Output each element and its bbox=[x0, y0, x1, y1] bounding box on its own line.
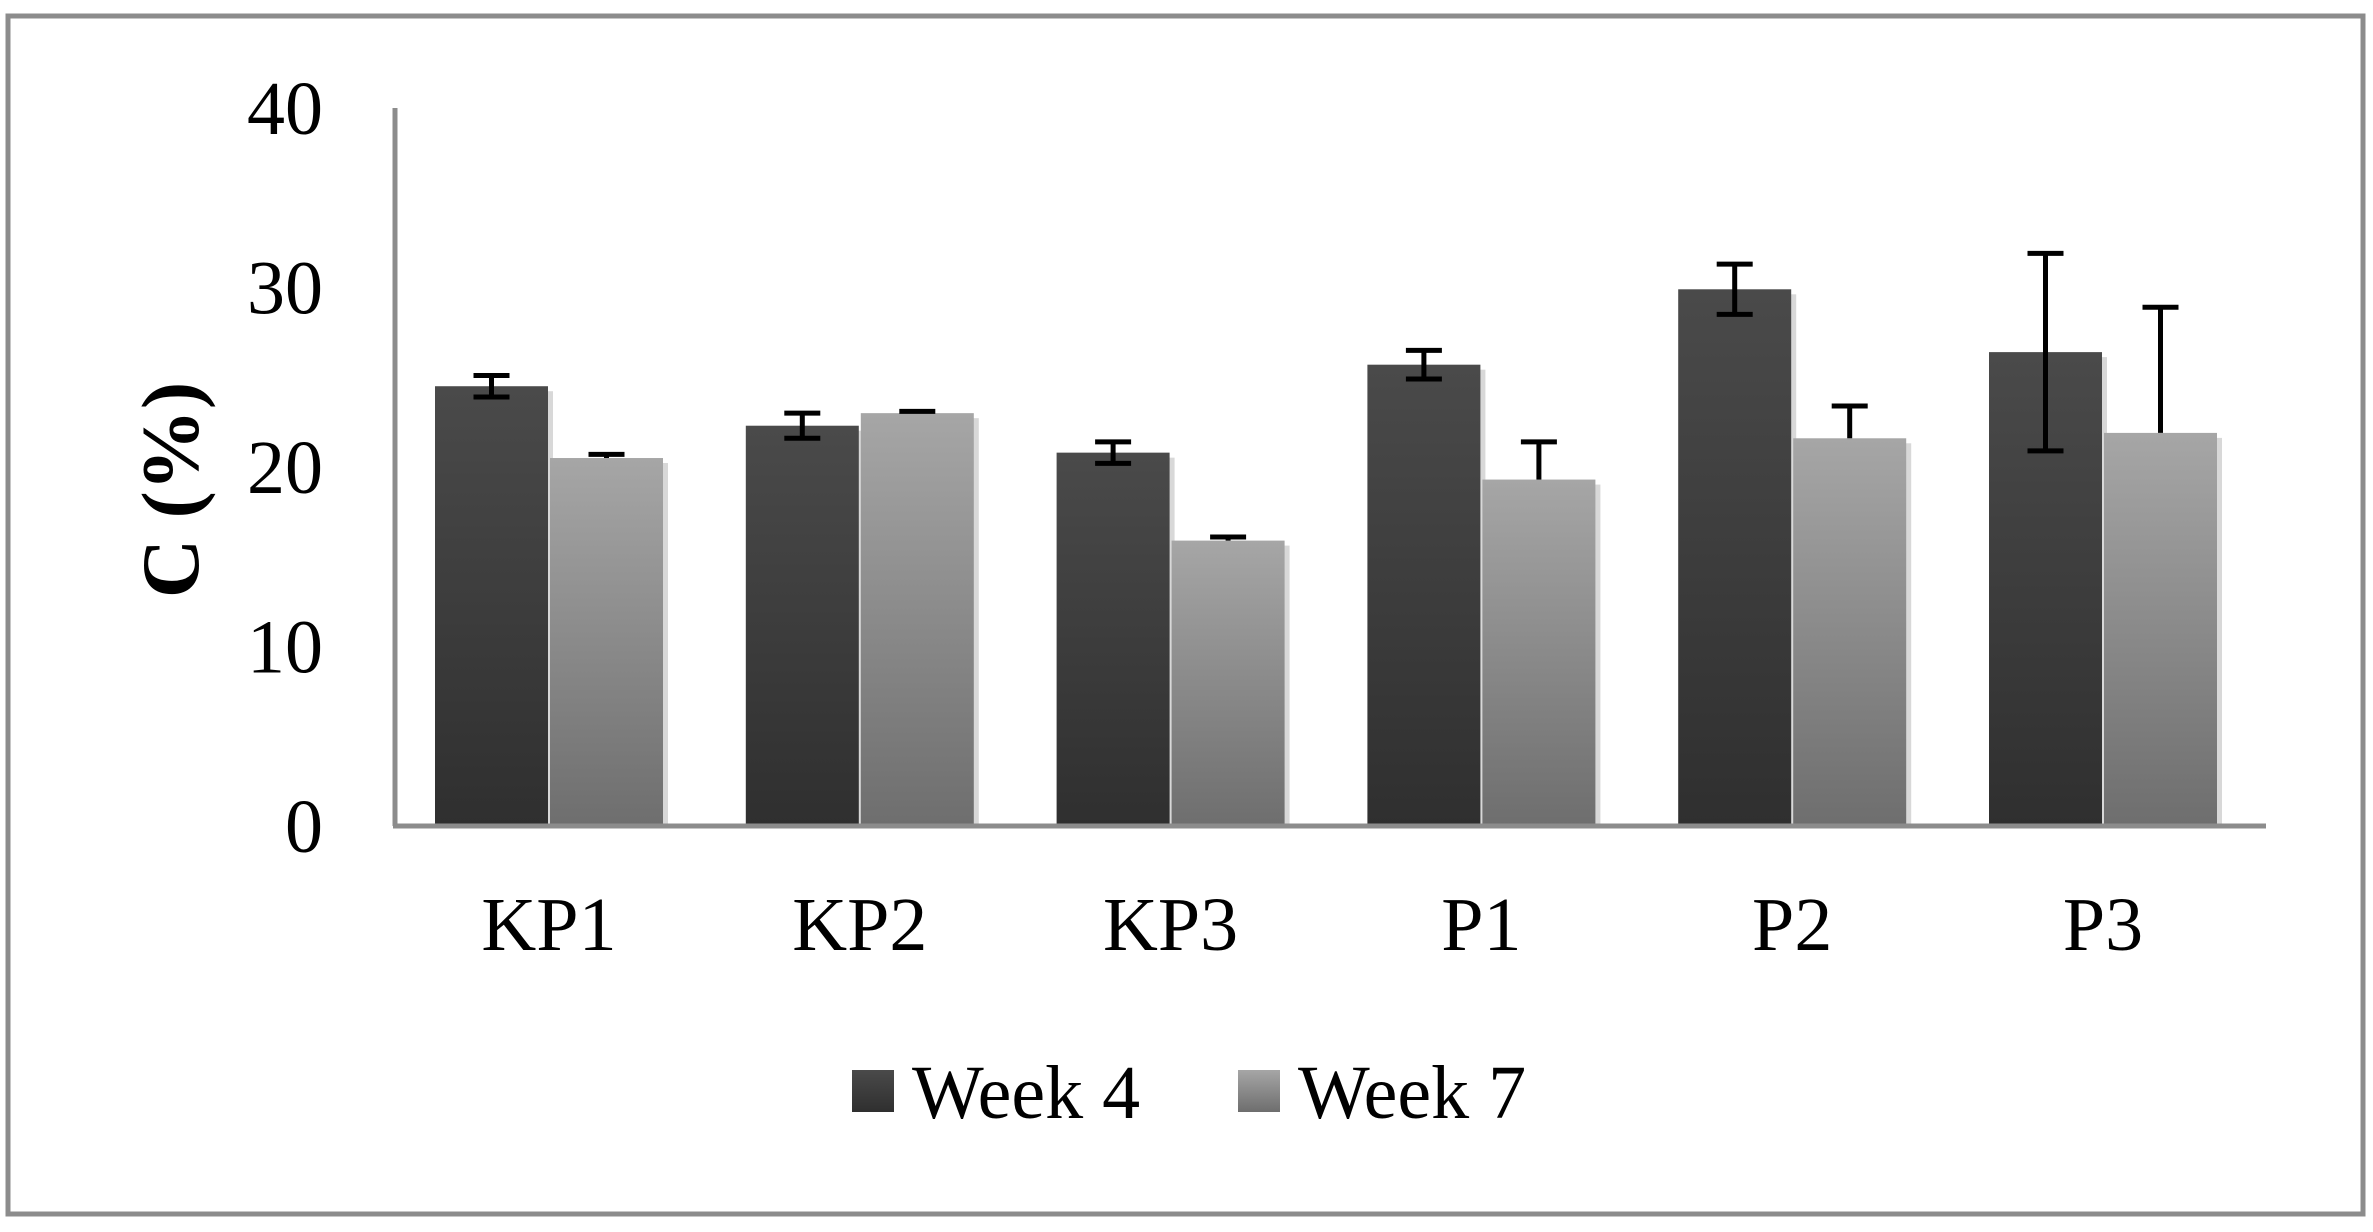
y-tick-label: 20 bbox=[247, 426, 323, 510]
bar-kp3-week-4 bbox=[1056, 452, 1170, 826]
error-bar-kp2-week-7 bbox=[899, 408, 936, 414]
bar-kp2-week-4 bbox=[745, 425, 859, 826]
x-category-label: KP3 bbox=[1103, 883, 1238, 967]
error-bar-p1-week-4 bbox=[1405, 347, 1442, 382]
x-category-label: P3 bbox=[2063, 883, 2143, 967]
x-category-label: KP1 bbox=[481, 883, 616, 967]
bar-p1-week-4 bbox=[1367, 364, 1481, 826]
error-bar-kp1-week-4 bbox=[473, 372, 510, 400]
error-bar-p2-week-7 bbox=[1831, 403, 1868, 439]
legend: Week 4 Week 7 bbox=[852, 1051, 1526, 1135]
legend-swatch-week-7 bbox=[1238, 1070, 1280, 1112]
bar-kp2-week-7 bbox=[860, 413, 974, 826]
bar-p2-week-4 bbox=[1678, 289, 1792, 826]
error-bar-p3-week-4 bbox=[2027, 250, 2064, 454]
legend-swatch-week-4 bbox=[852, 1070, 894, 1112]
error-bar-p1-week-7 bbox=[1520, 439, 1557, 480]
y-tick-label: 40 bbox=[247, 67, 323, 151]
bar-p2-week-7 bbox=[1793, 438, 1907, 826]
legend-label-week-7: Week 7 bbox=[1298, 1051, 1526, 1135]
bar-p1-week-7 bbox=[1482, 479, 1596, 826]
error-bar-kp2-week-4 bbox=[784, 410, 821, 441]
x-category-label: P2 bbox=[1752, 883, 1832, 967]
error-bars bbox=[473, 250, 2179, 541]
y-tick-label: 0 bbox=[285, 785, 323, 869]
bar-kp3-week-7 bbox=[1171, 540, 1285, 826]
legend-label-week-4: Week 4 bbox=[912, 1051, 1140, 1135]
bar-p3-week-7 bbox=[2104, 432, 2217, 826]
error-bar-p3-week-7 bbox=[2142, 304, 2179, 433]
error-bar-kp1-week-7 bbox=[588, 451, 625, 459]
x-axis-category-labels: KP1 KP2 KP3 P1 P2 P3 bbox=[481, 883, 2143, 967]
y-tick-label: 10 bbox=[247, 606, 323, 690]
x-category-label: P1 bbox=[1441, 883, 1521, 967]
y-axis-tick-labels: 0 10 20 30 40 bbox=[247, 67, 323, 869]
y-tick-label: 30 bbox=[247, 247, 323, 331]
bar-marks bbox=[435, 289, 2217, 826]
bar-kp1-week-7 bbox=[550, 458, 663, 826]
error-bar-kp3-week-7 bbox=[1210, 534, 1247, 541]
error-bar-p2-week-4 bbox=[1716, 261, 1753, 317]
x-category-label: KP2 bbox=[792, 883, 927, 967]
error-bar-kp3-week-4 bbox=[1095, 439, 1132, 466]
y-axis-title: C (%) bbox=[125, 382, 216, 598]
bar-kp1-week-4 bbox=[435, 386, 548, 826]
